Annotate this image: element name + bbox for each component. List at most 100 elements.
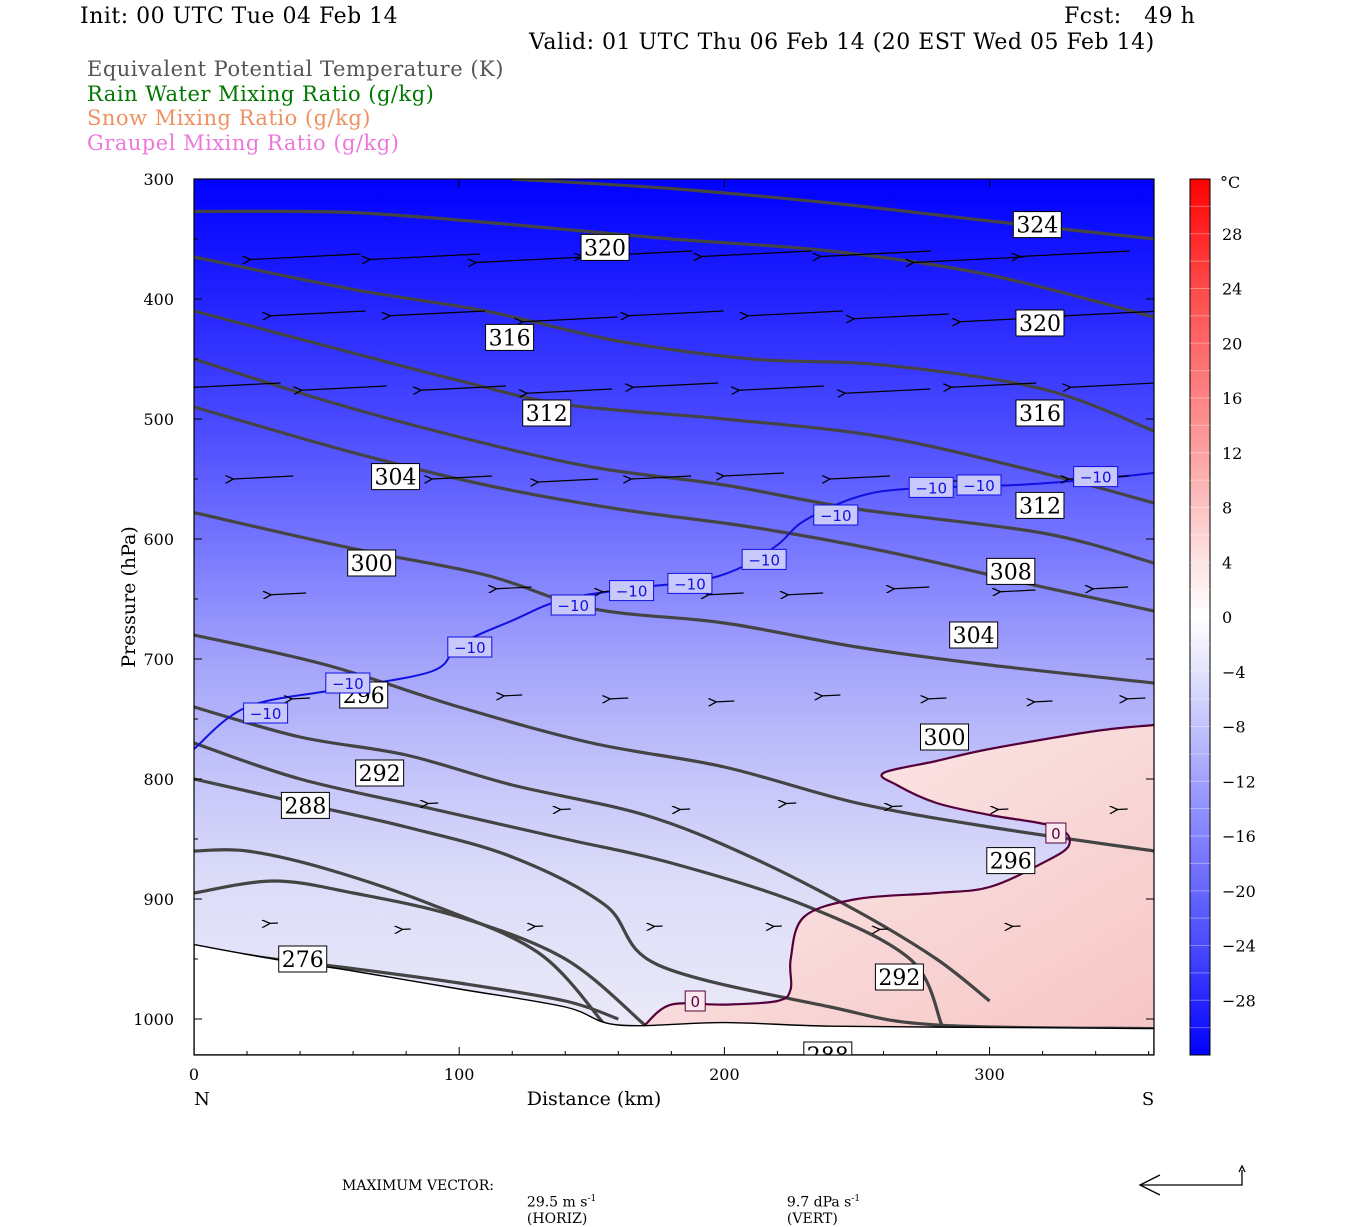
y-tick-label: 300	[143, 170, 174, 189]
theta-e-label-text: 292	[359, 762, 401, 787]
colorbar-label: 4	[1222, 553, 1232, 572]
isotherm-label-text: −10	[820, 507, 852, 525]
endpoint-right: S	[1142, 1089, 1154, 1110]
colorbar-label: 8	[1222, 499, 1232, 518]
x-axis-label: Distance (km)	[527, 1088, 662, 1110]
theta-e-label: 292	[356, 760, 404, 787]
theta-e-label: 320	[581, 234, 629, 261]
isotherm-label: −10	[909, 477, 953, 497]
colorbar-label: −28	[1222, 991, 1256, 1010]
theta-e-label: 320	[1016, 310, 1064, 337]
wind-vector	[1118, 809, 1128, 810]
theta-e-label-text: 276	[282, 948, 324, 973]
x-tick-label: 200	[709, 1065, 740, 1084]
isotherm-label-text: −10	[674, 575, 706, 593]
theta-e-label: 288	[281, 792, 329, 819]
isotherm-label: −10	[814, 505, 858, 525]
isotherm-label: −10	[1074, 467, 1118, 487]
isotherm-label-text: −10	[1080, 469, 1112, 487]
isotherm-zero-label-text: 0	[690, 993, 700, 1011]
theta-e-label: 304	[372, 464, 420, 491]
theta-e-label: 300	[920, 724, 968, 751]
wind-vector	[998, 809, 1008, 810]
wind-vector	[428, 803, 438, 804]
isotherm-label: −10	[244, 703, 288, 723]
isotherm-zero-label: 0	[685, 991, 705, 1011]
wind-vector	[892, 806, 902, 807]
isotherm-zero-label: 0	[1046, 823, 1066, 843]
theta-e-label: 312	[1016, 492, 1064, 519]
y-tick-label: 1000	[133, 1010, 174, 1029]
y-tick-label: 400	[143, 290, 174, 309]
theta-e-label-text: 304	[953, 624, 995, 649]
colorbar-label: −8	[1222, 718, 1246, 737]
colorbar-label: 24	[1222, 280, 1242, 299]
theta-e-label: 324	[1013, 212, 1061, 239]
theta-e-label-text: 304	[375, 466, 417, 491]
theta-e-label-text: 312	[1019, 494, 1061, 519]
isotherm-label-text: −10	[332, 675, 364, 693]
y-tick-label: 500	[143, 410, 174, 429]
theta-e-label-text: 288	[284, 794, 326, 819]
isotherm-label: −10	[448, 637, 492, 657]
isotherm-label: −10	[610, 581, 654, 601]
theta-e-label: 308	[987, 558, 1035, 585]
colorbar-label: −20	[1222, 882, 1256, 901]
colorbar-label: 12	[1222, 444, 1242, 463]
theta-e-label-text: 296	[990, 850, 1032, 875]
theta-e-label-text: 292	[878, 966, 920, 991]
max-vector-horiz: 29.5 m s-1 (HORIZ)	[518, 1178, 596, 1227]
colorbar-label: −16	[1222, 827, 1256, 846]
theta-e-label: 316	[486, 324, 534, 351]
theta-e-label: 316	[1016, 400, 1064, 427]
theta-e-label-text: 324	[1016, 214, 1058, 239]
theta-e-label-text: 316	[489, 326, 531, 351]
colorbar-label: −24	[1222, 937, 1256, 956]
colorbar-label: 0	[1222, 608, 1232, 627]
isotherm-label-text: −10	[616, 583, 648, 601]
y-tick-label: 800	[143, 770, 174, 789]
theta-e-label: 312	[523, 400, 571, 427]
theta-e-label-text: 320	[584, 236, 626, 261]
y-axis-label: Pressure (hPa)	[118, 526, 140, 668]
theta-e-label-text: 320	[1019, 312, 1061, 337]
y-tick-label: 700	[143, 650, 174, 669]
colorbar-label: −4	[1222, 663, 1246, 682]
theta-e-label-text: 288	[807, 1044, 849, 1069]
isotherm-label: −10	[668, 573, 712, 593]
y-tick-label: 600	[143, 530, 174, 549]
theta-e-label-text: 308	[990, 560, 1032, 585]
x-tick-label: 0	[189, 1065, 199, 1084]
theta-e-label: 276	[279, 946, 327, 973]
isotherm-label-text: −10	[557, 597, 589, 615]
theta-e-label-text: 300	[351, 552, 393, 577]
theta-e-label-text: 312	[526, 402, 568, 427]
colorbar-label: 28	[1222, 225, 1242, 244]
x-tick-label: 300	[974, 1065, 1005, 1084]
theta-e-label: 300	[348, 550, 396, 577]
theta-e-label: 296	[987, 848, 1035, 875]
colorbar-label: −12	[1222, 772, 1256, 791]
theta-e-label-text: 300	[923, 726, 965, 751]
endpoint-left: N	[194, 1089, 210, 1110]
isotherm-label: −10	[326, 673, 370, 693]
isotherm-zero-label-text: 0	[1051, 825, 1061, 843]
theta-e-label: 304	[950, 622, 998, 649]
wind-vector	[786, 803, 796, 804]
isotherm-label: −10	[551, 595, 595, 615]
y-tick-label: 900	[143, 890, 174, 909]
colorbar-unit: °C	[1220, 173, 1240, 192]
colorbar-label: 20	[1222, 334, 1242, 353]
isotherm-label: −10	[957, 475, 1001, 495]
wind-vector	[561, 809, 571, 810]
isotherm-label-text: −10	[915, 479, 947, 497]
max-vector-label: MAXIMUM VECTOR:	[342, 1178, 494, 1194]
cross-section-chart: 2762882922963003043123163203243203163123…	[0, 0, 1350, 1200]
isotherm-label-text: −10	[250, 705, 282, 723]
theta-e-label: 292	[875, 964, 923, 991]
max-vector-vert: 9.7 dPa s-1 (VERT)	[778, 1178, 860, 1227]
isotherm-label-text: −10	[963, 477, 995, 495]
colorbar-label: 16	[1222, 389, 1242, 408]
theta-e-label-text: 316	[1019, 402, 1061, 427]
isotherm-label-text: −10	[454, 639, 486, 657]
